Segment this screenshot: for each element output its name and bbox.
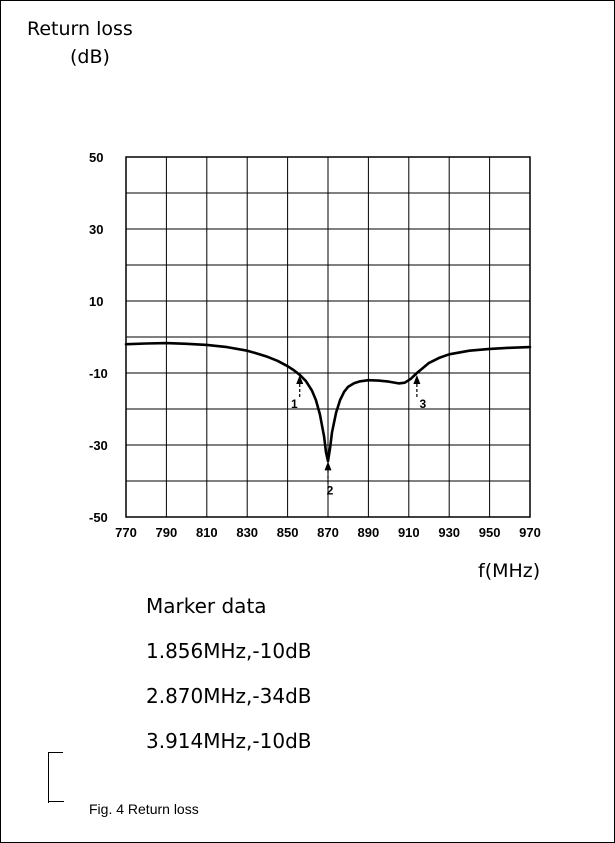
x-tick-label: 930 [438,525,460,540]
marker-label: 3 [420,397,427,411]
x-axis-title: f(MHz) [478,560,541,582]
return-loss-chart: 50 30 10 -10 -30 -50 770 790 810 830 850 870 890 910 9… [89,150,541,540]
figure-caption: Fig. 4 Return loss [89,801,199,817]
x-tick-label: 890 [358,525,380,540]
marker-label: 2 [327,483,334,497]
marker-label: 1 [291,397,298,411]
plot-border [125,156,531,518]
marker-data-panel: Marker data 1.856MHz,-10dB 2.870MHz,-34d… [146,588,312,768]
x-tick-label: 810 [196,525,218,540]
y-tick-label: 50 [89,150,103,165]
marker-arrow-head [296,375,304,384]
y-tick-label: -50 [89,510,108,525]
y-axis-unit: (dB) [70,46,110,68]
marker-data-line-2: 2.870MHz,-34dB [146,684,312,708]
x-tick-label: 770 [115,525,137,540]
x-tick-label: 790 [156,525,178,540]
marker-arrow-head [413,375,421,384]
x-tick-label: 830 [236,525,258,540]
y-tick-label: 10 [89,294,103,309]
corner-bracket [48,752,63,803]
marker-data-line-1: 1.856MHz,-10dB [146,639,312,663]
y-tick-label: 30 [89,222,103,237]
y-tick-label: -30 [89,438,108,453]
x-tick-label: 950 [479,525,501,540]
marker-data-line-3: 3.914MHz,-10dB [146,729,312,753]
x-tick-label: 970 [519,525,541,540]
y-axis-title: Return loss [27,18,133,40]
y-tick-label: -10 [89,366,108,381]
x-tick-label: 850 [277,525,299,540]
marker-data-heading: Marker data [146,594,267,618]
corner-bracket-foot [48,801,64,802]
x-tick-label: 870 [317,525,339,540]
x-tick-label: 910 [398,525,420,540]
return-loss-curve [124,341,532,463]
marker-arrow-head [324,461,332,471]
